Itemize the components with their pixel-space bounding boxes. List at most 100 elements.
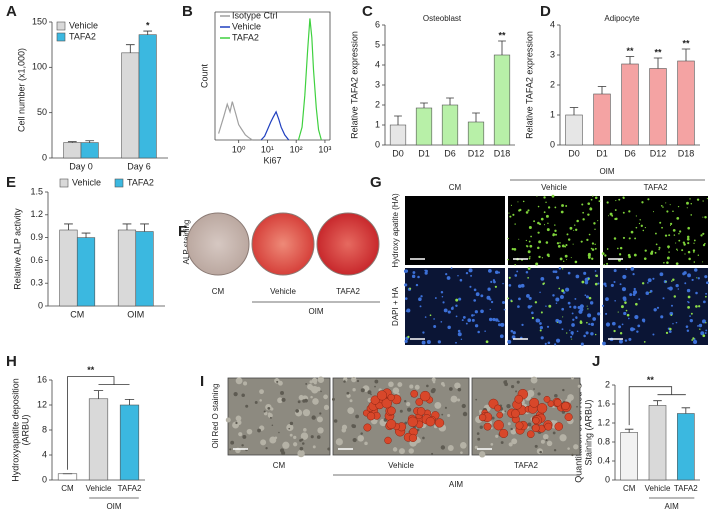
texture-dot	[507, 237, 509, 240]
bar	[121, 52, 140, 159]
texture-dot	[635, 226, 638, 229]
texture-dot	[678, 232, 680, 235]
texture-dot	[587, 308, 589, 310]
texture-dot	[676, 248, 678, 251]
texture-dot	[702, 232, 705, 235]
error-bar	[681, 407, 691, 414]
texture-dot	[491, 416, 495, 420]
texture-dot	[280, 390, 284, 395]
texture-dot	[683, 271, 687, 275]
texture-dot	[590, 332, 594, 336]
texture-dot	[587, 277, 590, 280]
texture-dot	[669, 224, 672, 227]
texture-dot	[457, 398, 461, 402]
x-tick-label: D12	[650, 148, 667, 158]
micrograph	[405, 268, 505, 345]
texture-dot	[297, 449, 305, 458]
texture-dot	[409, 384, 414, 389]
texture-dot	[684, 253, 686, 255]
texture-dot	[622, 274, 627, 279]
texture-dot	[316, 435, 321, 439]
panel-letter: F	[178, 223, 187, 240]
y-tick-label: 6	[375, 19, 380, 29]
texture-dot	[508, 284, 512, 287]
texture-dot	[702, 216, 704, 218]
y-axis-label: Relative TAFA2 expression	[349, 31, 359, 139]
texture-dot	[516, 380, 520, 384]
texture-dot	[652, 277, 655, 280]
texture-dot	[572, 243, 574, 245]
texture-dot	[447, 325, 451, 330]
texture-dot	[430, 388, 436, 394]
texture-dot	[276, 380, 279, 383]
texture-dot	[591, 257, 594, 260]
lipid-droplet	[493, 419, 504, 431]
bar	[59, 229, 78, 307]
texture-dot	[507, 258, 509, 261]
texture-dot	[302, 399, 306, 403]
error-bar	[653, 57, 663, 69]
bar	[119, 404, 140, 481]
texture-dot	[623, 297, 627, 302]
texture-dot	[557, 244, 561, 248]
texture-dot	[312, 398, 319, 405]
y-tick-label: 0.6	[30, 255, 43, 265]
texture-dot	[706, 197, 709, 200]
texture-dot	[587, 203, 590, 205]
texture-dot	[398, 448, 405, 455]
subtitle: Osteoblast	[423, 14, 462, 23]
texture-dot	[404, 283, 408, 287]
texture-dot	[589, 301, 594, 305]
texture-dot	[450, 267, 453, 269]
texture-dot	[374, 385, 376, 388]
x-tick-label: D0	[392, 148, 404, 158]
texture-dot	[634, 315, 639, 320]
texture-dot	[503, 308, 506, 311]
texture-dot	[504, 382, 508, 387]
texture-dot	[541, 257, 544, 259]
y-tick-label: 0.9	[30, 232, 43, 242]
texture-dot	[590, 198, 593, 201]
texture-dot	[602, 341, 606, 346]
texture-dot	[704, 332, 707, 334]
texture-dot	[686, 288, 691, 293]
significance: **	[647, 375, 655, 385]
texture-dot	[514, 274, 518, 277]
texture-dot	[504, 410, 506, 413]
texture-dot	[238, 432, 243, 437]
texture-dot	[470, 274, 473, 277]
texture-dot	[571, 376, 574, 380]
bar	[593, 93, 611, 146]
texture-dot	[414, 384, 420, 390]
texture-dot	[567, 301, 571, 305]
y-axis-label: Staining (ARBU)	[583, 399, 593, 465]
texture-dot	[487, 287, 491, 291]
texture-dot	[374, 379, 379, 384]
texture-dot	[533, 220, 536, 223]
texture-dot	[579, 304, 584, 309]
texture-dot	[449, 387, 453, 391]
texture-dot	[267, 406, 271, 410]
texture-dot	[527, 276, 529, 279]
texture-dot	[405, 310, 408, 312]
texture-dot	[673, 295, 677, 298]
texture-dot	[462, 411, 468, 417]
texture-dot	[622, 196, 625, 199]
texture-dot	[305, 382, 308, 385]
texture-dot	[647, 198, 650, 201]
texture-dot	[437, 340, 441, 344]
y-axis-label: Relative ALP activity	[12, 208, 22, 290]
texture-dot	[598, 200, 601, 203]
legend-label: TAFA2	[69, 31, 96, 41]
texture-dot	[514, 223, 516, 225]
panel-letter: I	[200, 373, 204, 390]
texture-dot	[688, 257, 691, 261]
texture-dot	[682, 241, 685, 244]
bar	[621, 63, 639, 146]
texture-dot	[479, 451, 486, 458]
texture-dot	[662, 297, 665, 300]
texture-dot	[317, 427, 324, 434]
texture-dot	[415, 283, 419, 287]
texture-dot	[477, 330, 480, 334]
texture-dot	[422, 331, 425, 334]
